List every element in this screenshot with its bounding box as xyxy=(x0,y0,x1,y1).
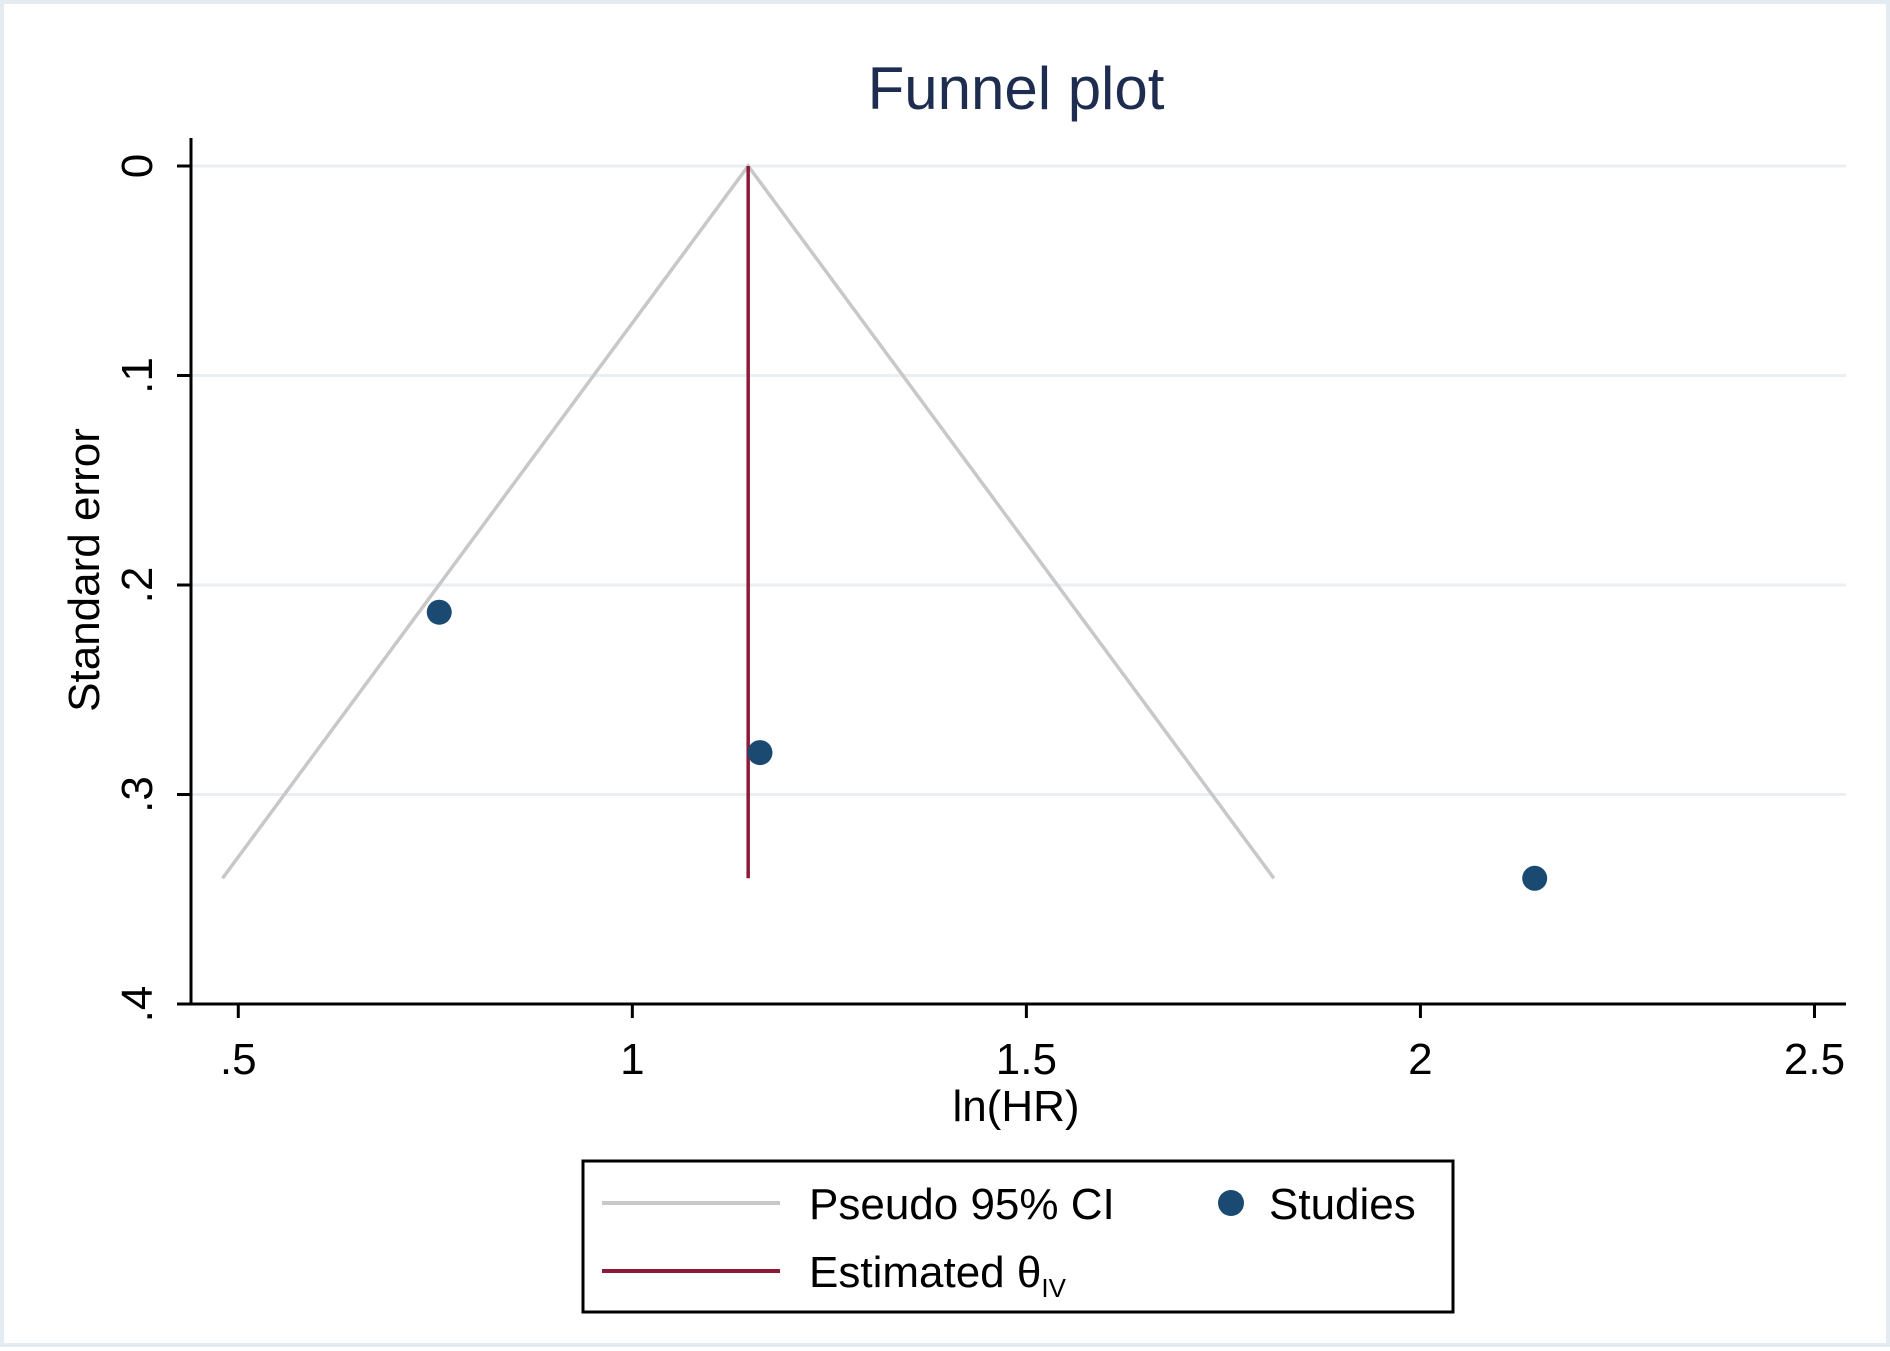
series-layer xyxy=(221,163,1548,891)
x-axis-title: ln(HR) xyxy=(952,1082,1079,1131)
chart-title: Funnel plot xyxy=(868,55,1165,122)
y-tick-label-2: .2 xyxy=(113,567,162,604)
funnel-plot-chart: Funnel plot .5 1 1.5 2 2.5 0 .1 .2 .3 .4 ln(HR) S… xyxy=(60,55,1846,1314)
y-axis-title: Standard error xyxy=(60,428,109,712)
legend: Pseudo 95% CI Studies Estimated θIV xyxy=(581,1159,1455,1314)
study-point-1 xyxy=(747,740,773,766)
legend-box xyxy=(581,1159,1455,1314)
x-tick-label-4: 2.5 xyxy=(1784,1035,1845,1084)
study-point-2 xyxy=(1522,865,1548,891)
x-tick-label-1: 1 xyxy=(620,1035,644,1084)
y-tick-label-1: .1 xyxy=(113,357,162,394)
y-tick-label-0: 0 xyxy=(113,154,162,178)
legend-swatch-1 xyxy=(1218,1190,1244,1216)
x-tick-label-3: 2 xyxy=(1408,1035,1432,1084)
legend-label-2: Estimated θIV xyxy=(809,1248,1067,1303)
legend-label-subscript-2: IV xyxy=(1041,1273,1066,1303)
legend-label-1: Studies xyxy=(1269,1180,1416,1229)
axes-layer: .5 1 1.5 2 2.5 0 .1 .2 .3 .4 xyxy=(113,138,1846,1084)
legend-label-0: Pseudo 95% CI xyxy=(809,1180,1115,1229)
x-tick-label-2: 1.5 xyxy=(996,1035,1057,1084)
y-tick-label-4: .4 xyxy=(113,986,162,1023)
x-tick-label-0: .5 xyxy=(220,1035,257,1084)
study-point-0 xyxy=(426,599,452,625)
y-tick-label-3: .3 xyxy=(113,776,162,813)
